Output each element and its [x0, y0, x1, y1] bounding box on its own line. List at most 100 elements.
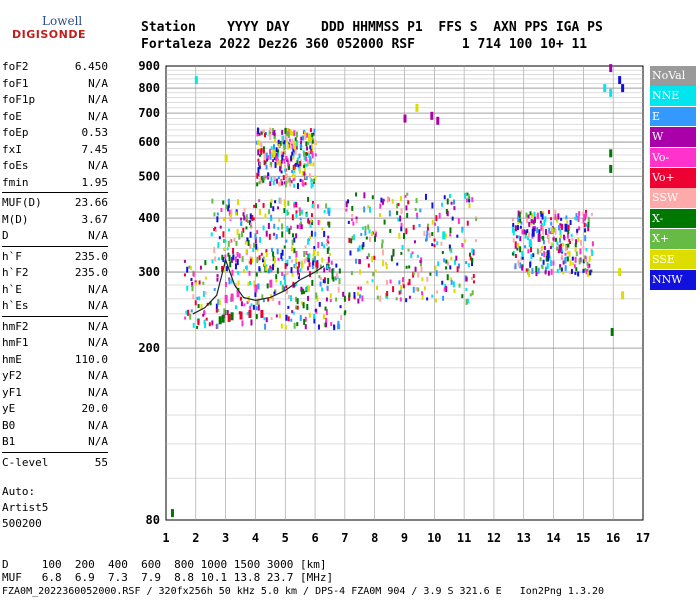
echo-speckle [216, 323, 219, 329]
echo-speckle [305, 176, 308, 181]
echo-speckle [399, 196, 402, 202]
echo-speckle [331, 273, 334, 280]
param-value: 1.95 [81, 175, 109, 189]
echo-speckle [261, 176, 264, 183]
echo-speckle [223, 269, 226, 273]
echo-speckle [415, 197, 418, 203]
echo-speckle [584, 209, 587, 215]
echo-speckle [588, 255, 591, 262]
param-value: 55 [94, 455, 108, 469]
echo-speckle [286, 128, 289, 133]
echo-speckle [328, 221, 331, 228]
echo-speckle [264, 175, 267, 179]
echo-speckle [297, 164, 300, 168]
echo-speckle [400, 226, 403, 232]
echo-speckle [240, 301, 243, 307]
echo-speckle [525, 212, 528, 218]
echo-speckle [281, 258, 284, 262]
echo-speckle [577, 215, 580, 222]
echo-speckle [287, 143, 290, 150]
echo-speckle [431, 294, 434, 298]
echo-speckle [275, 279, 278, 283]
echo-speckle [285, 239, 288, 243]
echo-speckle [416, 212, 419, 217]
echo-speckle [287, 305, 290, 309]
echo-speckle [273, 136, 276, 140]
echo-speckle [465, 288, 468, 292]
echo-speckle [518, 211, 521, 218]
echo-speckle [257, 128, 260, 135]
legend-item: W [650, 127, 696, 147]
echo-speckle [279, 140, 282, 146]
echo-speckle [562, 260, 565, 265]
echo-speckle [298, 207, 301, 212]
param-name: yF2 [2, 369, 22, 382]
echo-speckle [272, 181, 275, 186]
param-name: h`F [2, 249, 22, 263]
echo-speckle [306, 303, 309, 310]
param-row: M(D) 3.67 [2, 213, 108, 230]
echo-speckle [281, 231, 284, 238]
echo-speckle [311, 220, 314, 226]
echo-speckle [282, 151, 285, 157]
echo-speckle [229, 261, 232, 268]
echo-speckle [474, 239, 477, 243]
echo-marker [528, 239, 532, 248]
echo-marker [610, 327, 614, 336]
echo-speckle [196, 325, 199, 329]
echo-speckle [533, 226, 536, 232]
echo-speckle [313, 256, 316, 263]
echo-speckle [229, 240, 232, 244]
echo-speckle [296, 322, 299, 327]
echo-speckle [291, 131, 294, 136]
echo-speckle [273, 144, 276, 151]
echo-speckle [329, 299, 332, 303]
echo-speckle [249, 258, 252, 265]
echo-speckle [297, 270, 300, 275]
echo-speckle [256, 247, 259, 252]
echo-speckle [269, 201, 272, 208]
echo-marker [272, 149, 276, 158]
echo-speckle [340, 315, 343, 321]
echo-speckle [461, 229, 464, 233]
echo-speckle [328, 210, 331, 216]
echo-speckle [330, 260, 333, 265]
echo-speckle [582, 268, 585, 273]
echo-speckle [284, 127, 287, 134]
echo-speckle [309, 160, 312, 166]
echo-speckle [242, 268, 245, 273]
echo-speckle [406, 212, 409, 218]
echo-speckle [521, 265, 524, 271]
echo-speckle [361, 226, 364, 230]
echo-speckle [260, 131, 263, 135]
echo-speckle [256, 230, 259, 235]
echo-speckle [361, 295, 364, 302]
echo-speckle [281, 154, 284, 161]
echo-speckle [293, 322, 296, 329]
echo-speckle [359, 294, 362, 299]
echo-speckle [305, 163, 308, 167]
echo-speckle [287, 133, 290, 138]
echo-speckle [465, 198, 468, 203]
echo-speckle [569, 241, 572, 245]
echo-speckle [364, 230, 367, 236]
echo-speckle [272, 256, 275, 262]
echo-speckle [527, 249, 530, 254]
echo-speckle [312, 200, 315, 204]
param-row: hmF2 N/A [2, 320, 108, 337]
echo-speckle [213, 287, 216, 291]
echo-speckle [307, 141, 310, 145]
echo-speckle [215, 303, 218, 310]
echo-speckle [288, 138, 291, 142]
auto-artist: Artist5 [2, 501, 49, 514]
echo-speckle [562, 271, 565, 275]
echo-speckle [448, 194, 451, 199]
echo-speckle [587, 225, 590, 232]
echo-speckle [296, 273, 299, 277]
echo-speckle [304, 324, 307, 330]
echo-speckle [232, 247, 235, 254]
echo-speckle [435, 270, 438, 277]
echo-speckle [530, 254, 533, 260]
echo-speckle [440, 202, 443, 207]
